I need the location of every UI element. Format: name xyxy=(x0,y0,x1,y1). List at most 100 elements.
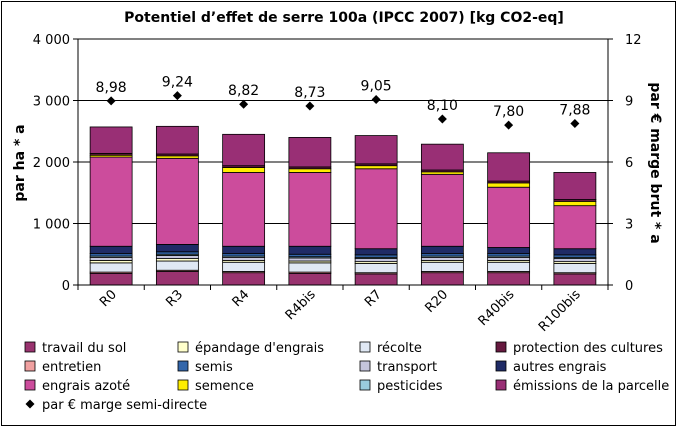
bar-segment xyxy=(222,272,266,286)
data-label: 7,80 xyxy=(493,104,524,120)
bar-segment xyxy=(420,272,464,286)
legend-label: par € marge semi-directe xyxy=(42,398,207,413)
x-tick-label: R20 xyxy=(423,287,452,316)
legend-swatch xyxy=(24,379,36,391)
bar-segment xyxy=(487,256,531,261)
bar-segment xyxy=(487,152,531,182)
bar-segment xyxy=(222,133,266,167)
chart-title: Potentiel d’effet de serre 100a (IPCC 20… xyxy=(124,10,564,26)
bar-segment xyxy=(487,247,531,255)
bar-segment xyxy=(420,261,464,272)
bar-segment xyxy=(288,272,332,286)
marker-point xyxy=(172,91,182,101)
y2-tick-label: 9 xyxy=(625,95,633,110)
data-label: 8,82 xyxy=(228,83,259,99)
marker-point xyxy=(305,101,315,111)
legend-label: émissions de la parcelle xyxy=(513,379,669,394)
y2-tick-label: 6 xyxy=(625,156,633,171)
marker-point xyxy=(371,94,381,104)
y-tick-label: 2 000 xyxy=(33,156,70,171)
bar-segment xyxy=(487,261,531,272)
legend-label: pesticides xyxy=(377,379,443,394)
legend-swatch xyxy=(495,341,507,353)
bar-segment xyxy=(420,256,464,261)
bar-segment xyxy=(155,271,199,286)
y-tick-label: 4 000 xyxy=(33,33,70,48)
bar-segment xyxy=(89,256,133,261)
bar-segment xyxy=(420,173,464,247)
legend-label: récolte xyxy=(377,341,422,356)
bar-segment xyxy=(354,273,398,286)
bar-segment xyxy=(288,136,332,168)
legend-swatch xyxy=(495,360,507,372)
bar-segment xyxy=(553,263,597,274)
marker-point xyxy=(570,118,580,128)
bar-segment xyxy=(288,262,332,273)
bar-segment xyxy=(89,262,133,273)
legend-label: autres engrais xyxy=(513,360,607,375)
legend-swatch xyxy=(177,341,189,353)
bar-segment xyxy=(222,245,266,255)
legend-swatch xyxy=(177,379,189,391)
legend-label: travail du sol xyxy=(42,341,126,356)
bar-segment xyxy=(553,273,597,286)
bar-segment xyxy=(288,172,332,247)
marker-point xyxy=(437,114,447,124)
x-tick-label: R100bis xyxy=(536,287,584,335)
bar-segment xyxy=(222,256,266,261)
bar-segment xyxy=(354,248,398,256)
legend-label: semence xyxy=(195,379,254,394)
bar-segment xyxy=(553,248,597,256)
legend-swatch xyxy=(359,360,371,372)
legend-label: épandage d'engrais xyxy=(195,341,324,356)
y2-tick-label: 3 xyxy=(625,218,633,233)
bar-segment xyxy=(354,165,398,170)
legend-swatch xyxy=(359,379,371,391)
bar-segment xyxy=(354,263,398,274)
bar-segment xyxy=(155,260,199,271)
legend-label: transport xyxy=(377,360,437,375)
bar-segment xyxy=(288,245,332,255)
data-label: 7,88 xyxy=(559,102,590,118)
legend-swatch xyxy=(177,360,189,372)
marker-point xyxy=(106,96,116,106)
bar-segment xyxy=(420,143,464,171)
legend-swatch xyxy=(24,360,36,372)
legend-swatch xyxy=(495,379,507,391)
data-label: 9,24 xyxy=(162,75,193,91)
x-tick-label: R40bis xyxy=(476,287,518,329)
bar-segment xyxy=(354,168,398,250)
bar-segment xyxy=(89,126,133,154)
bar-segment xyxy=(288,168,332,173)
bar-segment xyxy=(487,182,531,188)
bar-segment xyxy=(89,156,133,247)
bar-segment xyxy=(155,255,199,259)
bar-segment xyxy=(354,135,398,165)
bar-segment xyxy=(89,272,133,286)
legend-label: protection des cultures xyxy=(513,341,663,356)
legend-swatch xyxy=(24,341,36,353)
legend-label: engrais azoté xyxy=(42,379,130,394)
y-axis-label: par ha * a xyxy=(12,124,28,201)
marker-point xyxy=(504,120,514,130)
bar-segment xyxy=(553,200,597,207)
bar-segment xyxy=(487,272,531,286)
y-tick-label: 1 000 xyxy=(33,218,70,233)
bar-segment xyxy=(553,172,597,200)
data-label: 8,10 xyxy=(427,98,458,114)
data-label: 8,98 xyxy=(96,80,127,96)
x-tick-label: R3 xyxy=(163,287,186,310)
legend-label: semis xyxy=(195,360,233,375)
y-tick-label: 3 000 xyxy=(33,95,70,110)
bar-segment xyxy=(155,125,199,155)
legend-label: entretien xyxy=(42,360,101,375)
y2-axis-label: par € marge brut * a xyxy=(647,82,663,243)
bar-segment xyxy=(553,205,597,250)
x-tick-label: R4 xyxy=(230,287,253,310)
x-tick-label: R4bis xyxy=(283,287,319,323)
bar-segment xyxy=(222,172,266,247)
bar-segment xyxy=(420,245,464,255)
legend-swatch xyxy=(25,399,35,409)
y2-tick-label: 12 xyxy=(625,33,642,48)
